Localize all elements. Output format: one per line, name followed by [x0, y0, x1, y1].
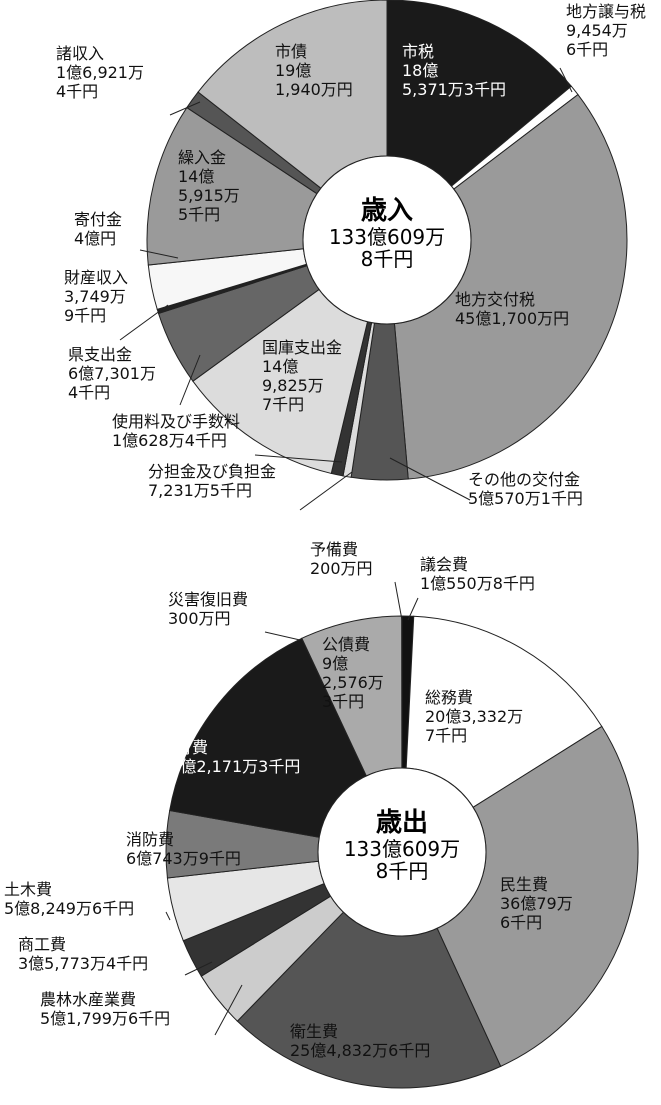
value-label: 3億5,773万4千円 — [18, 954, 149, 973]
leader-line — [254, 454, 343, 463]
center-title: 歳出 — [375, 808, 428, 838]
slice-label: 国庫支出金 14億 9,825万 7千円 — [262, 338, 342, 414]
slice-label: 使用料及び手数料 1億628万4千円 — [112, 412, 240, 450]
slice-label: 総務費 20億3,332万 7千円 — [425, 688, 523, 745]
value-label: 18億 5,371万3千円 — [402, 61, 506, 99]
slice-label: 諸収入 1億6,921万 4千円 — [56, 44, 144, 101]
leader-line — [214, 984, 243, 1036]
category-name: 土木費 — [4, 880, 53, 899]
category-name: 市税 — [402, 42, 435, 61]
leader-line — [139, 249, 179, 259]
slice-label: 予備費 200万円 — [310, 540, 373, 578]
value-label: 1億550万8千円 — [420, 574, 535, 593]
category-name: 繰入金 — [178, 148, 227, 167]
category-name: 地方交付税 — [455, 290, 536, 309]
slice-label: 衛生費 25億4,832万6千円 — [290, 1022, 430, 1060]
slice-label: 公債費 9億 2,576万 3千円 — [322, 635, 384, 711]
slice-label: 商工費 3億5,773万4千円 — [18, 935, 148, 973]
leader-line — [299, 471, 353, 511]
category-name: 分担金及び負担金 — [148, 462, 277, 481]
category-name: 災害復旧費 — [168, 590, 249, 609]
center-title: 歳入 — [360, 196, 413, 226]
slice-label: 市債 19億 1,940万円 — [275, 42, 353, 99]
category-name: 商工費 — [18, 935, 67, 954]
category-name: 市債 — [275, 42, 308, 61]
slice-label: 災害復旧費 300万円 — [168, 590, 248, 628]
value-label: 4億円 — [74, 229, 117, 248]
value-label: 25億4,832万6千円 — [290, 1041, 431, 1060]
category-name: 教育費 — [160, 738, 209, 757]
value-label: 14億 5,915万 5千円 — [178, 167, 240, 224]
donut-hole — [317, 767, 487, 937]
value-label: 5億1,799万6千円 — [40, 1009, 171, 1028]
leader-line — [264, 631, 301, 641]
slice-label: 繰入金 14億 5,915万 5千円 — [178, 148, 240, 224]
value-label: 1億6,921万 4千円 — [56, 63, 144, 101]
category-name: 民生費 — [500, 875, 549, 894]
value-label: 7,231万5千円 — [148, 481, 252, 500]
slice-label: 寄付金 4億円 — [74, 210, 122, 248]
slice-label: 県支出金 6億7,301万 4千円 — [68, 345, 156, 402]
slice-label: 分担金及び負担金 7,231万5千円 — [148, 462, 276, 500]
value-label: 45億1,700万円 — [455, 309, 570, 328]
slice-label: 消防費 6億743万9千円 — [126, 830, 241, 868]
category-name: 諸収入 — [56, 44, 105, 63]
leader-line — [184, 961, 213, 976]
leader-line — [169, 101, 201, 116]
category-name: 議会費 — [420, 555, 469, 574]
category-name: 消防費 — [126, 830, 175, 849]
category-name: 使用料及び手数料 — [112, 412, 241, 431]
slice-label: 地方譲与税 9,454万 6千円 — [566, 2, 646, 59]
center-total: 133億609万 8千円 — [343, 837, 461, 883]
category-name: その他の交付金 — [468, 470, 581, 489]
leader-line — [394, 581, 403, 621]
leader-line — [389, 457, 471, 501]
slice-label: 土木費 5億8,249万6千円 — [4, 880, 134, 918]
value-label: 6億7,301万 4千円 — [68, 364, 156, 402]
value-label: 1億628万4千円 — [112, 431, 227, 450]
slice-label: 農林水産業費 5億1,799万6千円 — [40, 990, 170, 1028]
category-name: 寄付金 — [74, 210, 123, 229]
value-label: 5億570万1千円 — [468, 489, 583, 508]
value-label: 5億8,249万6千円 — [4, 899, 135, 918]
value-label: 20億2,171万3千円 — [160, 757, 301, 776]
slice-label: 議会費 1億550万8千円 — [420, 555, 535, 593]
category-name: 農林水産業費 — [40, 990, 137, 1009]
category-name: 総務費 — [425, 688, 474, 707]
value-label: 300万円 — [168, 609, 231, 628]
category-name: 予備費 — [310, 540, 359, 559]
category-name: 財産収入 — [64, 268, 129, 287]
value-label: 14億 9,825万 7千円 — [262, 357, 324, 414]
slice-label: 地方交付税 45億1,700万円 — [455, 290, 569, 328]
value-label: 36億79万 6千円 — [500, 894, 573, 932]
value-label: 6億743万9千円 — [126, 849, 241, 868]
leader-line — [559, 67, 573, 93]
value-label: 19億 1,940万円 — [275, 61, 353, 99]
slice-label: 市税 18億 5,371万3千円 — [402, 42, 506, 99]
value-label: 9億 2,576万 3千円 — [322, 654, 384, 711]
center-label: 歳入 133億609万 8千円 — [302, 196, 472, 270]
slice-label: 民生費 36億79万 6千円 — [500, 875, 573, 932]
leader-line — [119, 304, 169, 341]
category-name: 地方譲与税 — [566, 2, 647, 21]
center-total: 133億609万 8千円 — [328, 225, 446, 271]
slice-label: その他の交付金 5億570万1千円 — [468, 470, 583, 508]
value-label: 20億3,332万 7千円 — [425, 707, 524, 745]
value-label: 200万円 — [310, 559, 373, 578]
leader-line — [165, 911, 171, 921]
value-label: 9,454万 6千円 — [566, 21, 628, 59]
category-name: 県支出金 — [68, 345, 133, 364]
donut-hole — [302, 155, 472, 325]
category-name: 国庫支出金 — [262, 338, 343, 357]
center-label: 歳出 133億609万 8千円 — [317, 808, 487, 882]
slice-label: 教育費 20億2,171万3千円 — [160, 738, 300, 776]
leader-line — [179, 354, 201, 406]
slice-label: 財産収入 3,749万 9千円 — [64, 268, 128, 325]
category-name: 衛生費 — [290, 1022, 339, 1041]
leader-line — [407, 597, 419, 621]
value-label: 3,749万 9千円 — [64, 287, 126, 325]
category-name: 公債費 — [322, 635, 371, 654]
